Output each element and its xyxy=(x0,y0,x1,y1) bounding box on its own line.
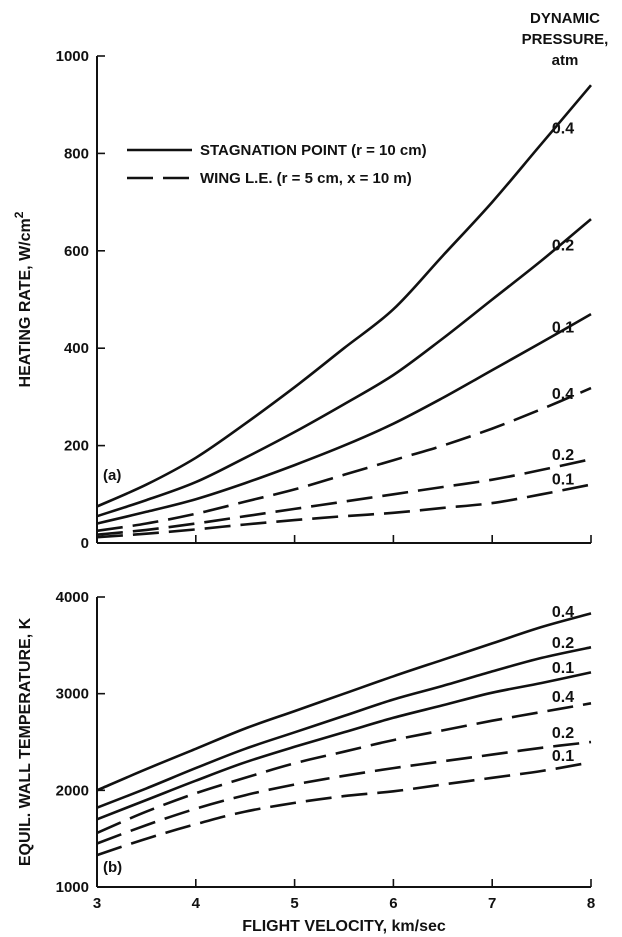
x-tick-label: 5 xyxy=(290,895,298,912)
y-tick-label: 200 xyxy=(64,438,89,455)
series-line-solid-0.4 xyxy=(96,612,592,792)
legend-label: STAGNATION POINT (r = 10 cm) xyxy=(200,142,427,159)
series-label: 0.2 xyxy=(552,447,574,464)
x-tick-label: 6 xyxy=(389,895,397,912)
y-axis-title: HEATING RATE, W/cm2 xyxy=(12,211,34,387)
series-label: 0.4 xyxy=(552,689,574,706)
series-label: 0.4 xyxy=(552,386,574,403)
x-axis-title: FLIGHT VELOCITY, km/sec xyxy=(242,918,446,935)
series-label: 0.2 xyxy=(552,725,574,742)
series-label: 0.1 xyxy=(552,748,574,765)
series-label: 0.2 xyxy=(552,635,574,652)
y-tick-label: 400 xyxy=(64,340,89,357)
series-line-dashed-0.4 xyxy=(96,702,592,835)
y-tick-label: 800 xyxy=(64,145,89,162)
series-line-solid-0.1 xyxy=(96,312,592,525)
dynamic-pressure-title: PRESSURE, xyxy=(522,31,609,48)
series-line-solid-0.2 xyxy=(96,646,592,809)
series-line-solid-0.2 xyxy=(96,218,592,518)
series-line-dashed-0.2 xyxy=(96,457,592,536)
y-tick-label: 1000 xyxy=(56,879,89,896)
panel-label: (a) xyxy=(103,467,121,484)
panel-label: (b) xyxy=(103,859,122,876)
x-tick-label: 8 xyxy=(587,895,595,912)
dynamic-pressure-title: DYNAMIC xyxy=(530,10,600,27)
dynamic-pressure-title: atm xyxy=(552,52,579,69)
series-label: 0.2 xyxy=(552,238,574,255)
series-label: 0.4 xyxy=(552,121,574,138)
panel-wall-temperature: 1000 2000 3000 4000 3 4 5 6 7 8 EQUIL. WALL TEMPER… xyxy=(17,589,595,935)
y-axis-title: EQUIL. WALL TEMPERATURE, K xyxy=(17,617,34,866)
y-tick-label: 600 xyxy=(64,243,89,260)
x-tick-label: 3 xyxy=(93,895,101,912)
y-tick-label: 3000 xyxy=(56,686,89,703)
series-line-dashed-0.1 xyxy=(96,483,592,539)
series-label: 0.4 xyxy=(552,604,574,621)
x-tick-label: 4 xyxy=(192,895,201,912)
series-line-dashed-0.4 xyxy=(96,386,592,533)
y-tick-label: 0 xyxy=(81,535,89,552)
series-line-dashed-0.2 xyxy=(96,740,592,845)
panel-heating-rate: 0 200 400 600 800 1000 HEATING RATE, W/cm2 (a) 0… xyxy=(12,10,608,552)
series-label: 0.1 xyxy=(552,319,574,336)
series-line-solid-0.4 xyxy=(96,84,592,508)
series-line-solid-0.1 xyxy=(96,671,592,821)
series-label: 0.1 xyxy=(552,471,574,488)
y-tick-label: 2000 xyxy=(56,782,89,799)
x-tick-label: 7 xyxy=(488,895,496,912)
series-label: 0.1 xyxy=(552,660,574,677)
series-line-dashed-0.1 xyxy=(96,761,592,857)
y-tick-label: 1000 xyxy=(56,48,89,65)
legend-label: WING L.E. (r = 5 cm, x = 10 m) xyxy=(200,170,412,187)
y-tick-label: 4000 xyxy=(56,589,89,606)
